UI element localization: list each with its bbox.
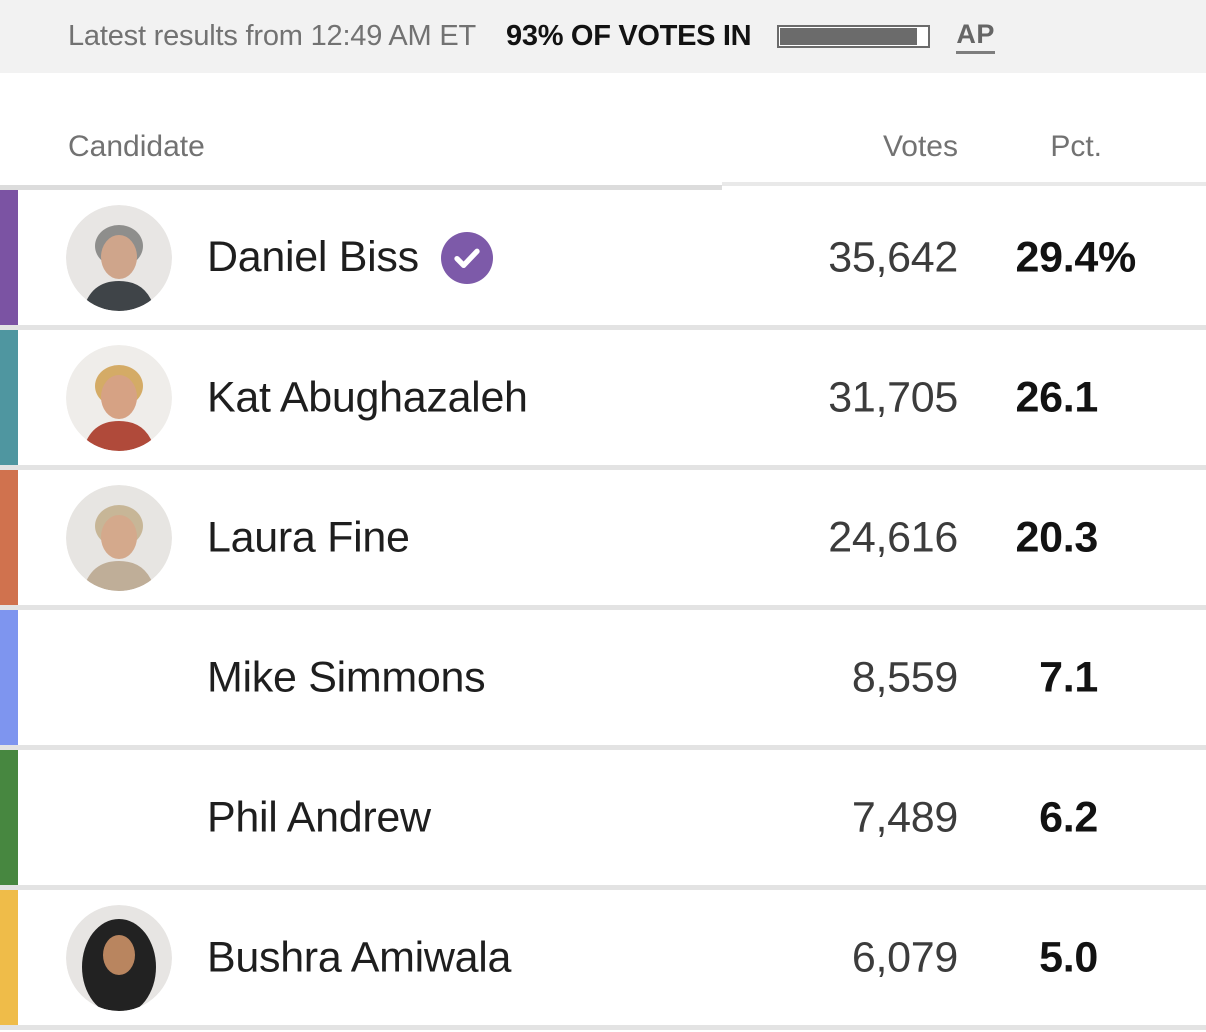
party-color-bar: [0, 890, 18, 1025]
candidate-photo: [66, 344, 172, 451]
candidate-row: Kat Abughazaleh 31,705 26.1: [0, 330, 1206, 470]
votes-value: 6,079: [851, 933, 958, 981]
percent-sign: %: [1098, 233, 1136, 281]
votes-value: 24,616: [828, 513, 958, 561]
candidate-photo: [66, 625, 172, 731]
party-color-bar: [0, 330, 18, 465]
header-divider-right: [722, 182, 1206, 186]
ap-source-link[interactable]: AP: [956, 19, 995, 54]
candidate-name: Daniel Biss: [207, 233, 419, 281]
pct-value: 5.0: [1039, 933, 1098, 981]
candidate-row: Phil Andrew 7,489 6.2: [0, 750, 1206, 890]
candidate-row: Laura Fine 24,616 20.3: [0, 470, 1206, 610]
pct-value: 7.1: [1039, 653, 1098, 701]
candidate-row: Bushra Amiwala 6,079 5.0: [0, 890, 1206, 1030]
votes-value: 35,642: [828, 233, 958, 281]
votes-value: 8,559: [851, 653, 958, 701]
candidate-name: Mike Simmons: [207, 653, 486, 701]
party-color-bar: [0, 610, 18, 745]
column-header-pct: Pct.: [1050, 130, 1102, 163]
table-header: Candidate Votes Pct.: [0, 73, 1206, 190]
candidate-row: Mike Simmons 8,559 7.1: [0, 610, 1206, 750]
party-color-bar: [0, 190, 18, 325]
pct-value: 6.2: [1039, 793, 1098, 841]
candidate-name: Kat Abughazaleh: [207, 373, 528, 421]
candidate-name: Laura Fine: [207, 513, 410, 561]
candidate-name: Phil Andrew: [207, 793, 431, 841]
votes-in-text: 93% OF VOTES IN: [506, 20, 752, 52]
votes-progress-fill: [780, 28, 918, 45]
column-header-votes: Votes: [882, 130, 958, 163]
winner-checkmark-icon: [440, 231, 493, 284]
pct-value: 29.4%: [1015, 233, 1137, 281]
party-color-bar: [0, 750, 18, 885]
party-color-bar: [0, 470, 18, 605]
candidate-photo: [66, 765, 172, 871]
pct-value: 20.3: [1015, 513, 1099, 561]
votes-value: 7,489: [851, 793, 958, 841]
column-header-candidate: Candidate: [68, 130, 205, 163]
candidate-photo: [66, 484, 172, 591]
pct-value: 26.1: [1015, 373, 1099, 421]
votes-value: 31,705: [828, 373, 958, 421]
candidate-row: Daniel Biss 35,642 29.4%: [0, 190, 1206, 330]
candidate-name: Bushra Amiwala: [207, 933, 512, 981]
header-divider-left: [0, 185, 722, 190]
results-status-bar: Latest results from 12:49 AM ET 93% OF V…: [0, 0, 1206, 73]
votes-progress-bar: [777, 25, 931, 48]
candidate-photo: [66, 204, 172, 311]
candidate-table: Daniel Biss 35,642 29.4% Kat Abughazaleh…: [0, 190, 1206, 1030]
latest-results-text: Latest results from 12:49 AM ET: [68, 20, 477, 52]
candidate-photo: [66, 904, 172, 1011]
